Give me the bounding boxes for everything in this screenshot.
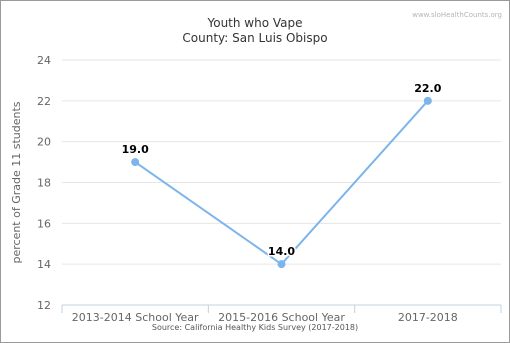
y-tick-label: 24 — [37, 54, 51, 67]
y-tick-label: 16 — [37, 217, 51, 230]
chart-subtitle: County: San Luis Obispo — [182, 31, 328, 45]
credit-text: www.sloHealthCounts.org — [412, 11, 502, 19]
chart-title: Youth who Vape — [207, 16, 303, 30]
y-axis-label: percent of Grade 11 students — [10, 101, 23, 263]
source-note: Source: California Healthy Kids Survey (… — [151, 323, 359, 332]
x-tick-label: 2015-2016 School Year — [218, 311, 345, 324]
data-label: 19.0 — [122, 143, 149, 156]
data-label: 22.0 — [414, 82, 441, 95]
y-tick-label: 14 — [37, 258, 51, 271]
data-point — [131, 158, 140, 167]
data-label: 14.0 — [268, 245, 295, 258]
y-tick-label: 12 — [37, 299, 51, 312]
x-tick-label: 2017-2018 — [398, 311, 458, 324]
y-tick-label: 22 — [37, 95, 51, 108]
data-point — [277, 260, 286, 269]
data-point — [423, 96, 432, 105]
y-tick-label: 20 — [37, 136, 51, 149]
y-tick-label: 18 — [37, 177, 51, 190]
x-tick-label: 2013-2014 School Year — [72, 311, 199, 324]
